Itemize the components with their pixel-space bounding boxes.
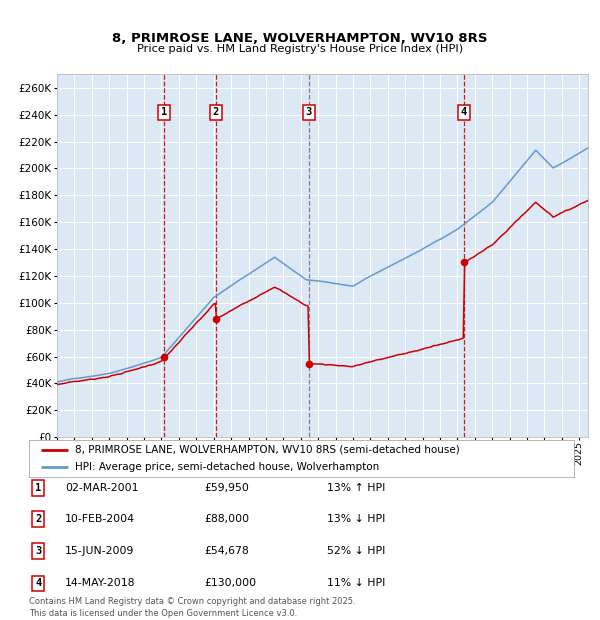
Text: £54,678: £54,678 bbox=[204, 546, 249, 556]
Text: 1: 1 bbox=[35, 483, 41, 493]
Text: Price paid vs. HM Land Registry's House Price Index (HPI): Price paid vs. HM Land Registry's House … bbox=[137, 44, 463, 54]
Text: HPI: Average price, semi-detached house, Wolverhampton: HPI: Average price, semi-detached house,… bbox=[75, 462, 379, 472]
Text: 1: 1 bbox=[161, 107, 167, 117]
Text: 02-MAR-2001: 02-MAR-2001 bbox=[65, 483, 139, 493]
Text: 2: 2 bbox=[212, 107, 219, 117]
Text: 13% ↑ HPI: 13% ↑ HPI bbox=[327, 483, 385, 493]
Text: 11% ↓ HPI: 11% ↓ HPI bbox=[327, 578, 385, 588]
Text: £130,000: £130,000 bbox=[204, 578, 256, 588]
Text: 13% ↓ HPI: 13% ↓ HPI bbox=[327, 514, 385, 524]
Text: 3: 3 bbox=[305, 107, 312, 117]
Text: 4: 4 bbox=[35, 578, 41, 588]
Text: 8, PRIMROSE LANE, WOLVERHAMPTON, WV10 8RS (semi-detached house): 8, PRIMROSE LANE, WOLVERHAMPTON, WV10 8R… bbox=[75, 445, 460, 454]
Text: 10-FEB-2004: 10-FEB-2004 bbox=[65, 514, 135, 524]
Text: 3: 3 bbox=[35, 546, 41, 556]
Text: 8, PRIMROSE LANE, WOLVERHAMPTON, WV10 8RS: 8, PRIMROSE LANE, WOLVERHAMPTON, WV10 8R… bbox=[112, 32, 488, 45]
Text: 2: 2 bbox=[35, 514, 41, 524]
Text: 15-JUN-2009: 15-JUN-2009 bbox=[65, 546, 134, 556]
Text: 52% ↓ HPI: 52% ↓ HPI bbox=[327, 546, 385, 556]
Text: Contains HM Land Registry data © Crown copyright and database right 2025.
This d: Contains HM Land Registry data © Crown c… bbox=[29, 596, 355, 618]
Text: £59,950: £59,950 bbox=[204, 483, 249, 493]
Text: 4: 4 bbox=[461, 107, 467, 117]
Text: 14-MAY-2018: 14-MAY-2018 bbox=[65, 578, 136, 588]
Text: £88,000: £88,000 bbox=[204, 514, 249, 524]
